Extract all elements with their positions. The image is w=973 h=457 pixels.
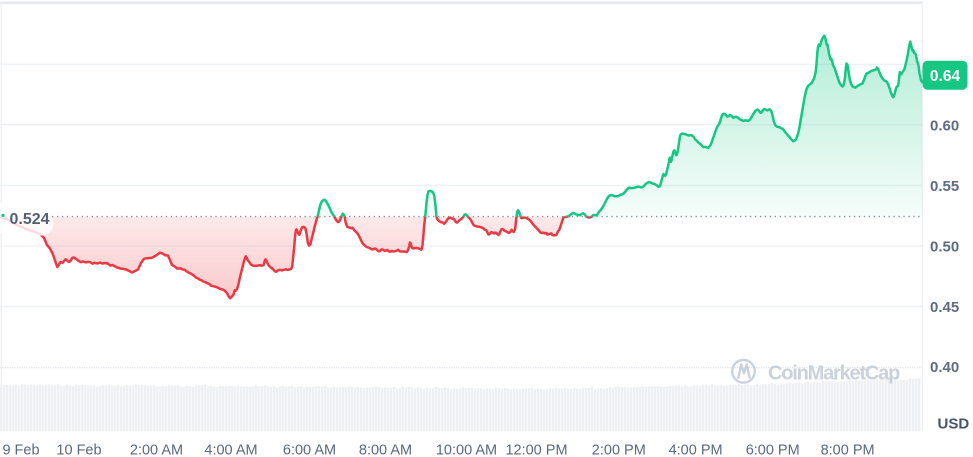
- svg-text:0.40: 0.40: [930, 359, 959, 376]
- svg-text:0.50: 0.50: [930, 238, 959, 255]
- svg-text:USD: USD: [938, 415, 970, 432]
- svg-text:2:00 AM: 2:00 AM: [130, 443, 183, 457]
- svg-text:0.45: 0.45: [930, 299, 959, 316]
- svg-text:10:00 AM: 10:00 AM: [436, 443, 497, 457]
- svg-text:0.524: 0.524: [10, 211, 50, 228]
- svg-text:8:00 PM: 8:00 PM: [821, 443, 875, 457]
- svg-text:4:00 PM: 4:00 PM: [669, 443, 723, 457]
- svg-text:10 Feb: 10 Feb: [56, 443, 101, 457]
- svg-text:8:00 AM: 8:00 AM: [359, 443, 412, 457]
- svg-text:2:00 PM: 2:00 PM: [592, 443, 646, 457]
- svg-text:12:00 PM: 12:00 PM: [505, 443, 567, 457]
- svg-text:CoinMarketCap: CoinMarketCap: [768, 362, 900, 384]
- svg-text:6:00 AM: 6:00 AM: [283, 443, 336, 457]
- svg-text:9 Feb: 9 Feb: [2, 443, 39, 457]
- svg-text:0.60: 0.60: [930, 117, 959, 134]
- svg-text:4:00 AM: 4:00 AM: [204, 443, 257, 457]
- svg-text:0.55: 0.55: [930, 178, 959, 195]
- svg-text:6:00 PM: 6:00 PM: [746, 443, 800, 457]
- svg-text:0.64: 0.64: [930, 68, 961, 85]
